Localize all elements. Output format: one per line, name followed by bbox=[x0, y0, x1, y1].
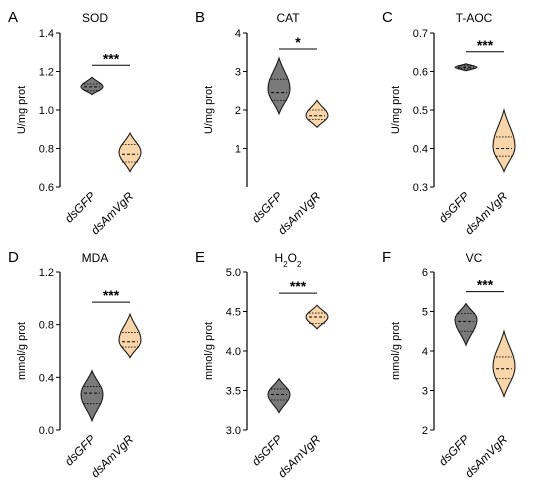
chart-title: SOD bbox=[82, 11, 108, 25]
y-tick-label: 1.2 bbox=[39, 267, 54, 279]
y-tick-label: 4 bbox=[235, 28, 241, 40]
significance-label: *** bbox=[477, 277, 494, 293]
category-label: dsGFP bbox=[62, 432, 98, 468]
panel-letter: E bbox=[195, 249, 205, 266]
y-tick-label: 0.8 bbox=[39, 144, 54, 156]
y-tick-label: 5.0 bbox=[226, 267, 241, 279]
y-tick-label: 1.4 bbox=[39, 28, 54, 40]
y-axis-label: mmol/g prot bbox=[203, 322, 215, 380]
title-subscript: 2 bbox=[283, 260, 288, 269]
y-axis-label: mmol/g prot bbox=[16, 322, 28, 380]
y-tick-label: 0.4 bbox=[39, 372, 54, 384]
title-part: MDA bbox=[82, 251, 109, 265]
significance-label: * bbox=[295, 34, 301, 50]
panel-letter: B bbox=[195, 9, 205, 26]
category-label: dsAmVgR bbox=[462, 189, 510, 237]
y-tick-label: 2 bbox=[422, 425, 428, 437]
category-label: dsAmVgR bbox=[275, 189, 323, 237]
category-label: dsAmVgR bbox=[462, 432, 510, 480]
y-tick-label: 3 bbox=[235, 67, 241, 79]
y-axis-label: U/mg prot bbox=[390, 86, 402, 134]
y-tick-label: 6 bbox=[422, 267, 428, 279]
y-tick-label: 5 bbox=[422, 307, 428, 319]
title-part: VC bbox=[466, 251, 483, 265]
y-tick-label: 0.3 bbox=[413, 182, 428, 194]
panel-letter: A bbox=[8, 9, 18, 26]
category-label: dsGFP bbox=[249, 189, 285, 225]
violin-dsgfp bbox=[80, 76, 104, 96]
y-tick-label: 4.0 bbox=[226, 346, 241, 358]
panel-letter: D bbox=[8, 249, 19, 266]
category-label: dsGFP bbox=[436, 189, 472, 225]
title-part: T-AOC bbox=[456, 11, 493, 25]
violin-dsamvgr bbox=[118, 312, 142, 359]
category-label: dsAmVgR bbox=[275, 432, 323, 480]
panel-c: C T-AOC 0.3 0.4 0.5 0.6 0.7 U/mg prot dsGFPdsAmV… bbox=[382, 9, 516, 237]
y-axis-label: mmol/g prot bbox=[390, 322, 402, 380]
title-part: SOD bbox=[82, 11, 108, 25]
category-label: dsGFP bbox=[249, 432, 285, 468]
violin-dsamvgr bbox=[305, 99, 329, 129]
category-label: dsAmVgR bbox=[88, 432, 136, 480]
category-label: dsGFP bbox=[436, 432, 472, 468]
significance-label: *** bbox=[103, 50, 120, 66]
violin-dsamvgr bbox=[492, 329, 516, 399]
panel-a: A SOD 0.6 0.8 1.0 1.2 1.4 U/mg prot dsGFPdsAmVgR… bbox=[8, 9, 142, 237]
y-tick-label: 1.2 bbox=[39, 67, 54, 79]
chart-title: MDA bbox=[82, 251, 109, 265]
panel-letter: C bbox=[382, 9, 393, 26]
y-tick-label: 0.6 bbox=[413, 67, 428, 79]
y-tick-label: 0.6 bbox=[39, 182, 54, 194]
violin-dsgfp bbox=[454, 302, 478, 347]
significance-label: *** bbox=[290, 278, 307, 294]
violin-dsamvgr bbox=[492, 107, 516, 174]
y-tick-label: 0.7 bbox=[413, 28, 428, 40]
category-label: dsGFP bbox=[62, 189, 98, 225]
y-tick-label: 3 bbox=[422, 386, 428, 398]
chart-title: T-AOC bbox=[456, 11, 493, 25]
title-part: H bbox=[275, 251, 284, 265]
y-tick-label: 2 bbox=[235, 105, 241, 117]
significance-label: *** bbox=[103, 287, 120, 303]
chart-title: VC bbox=[466, 251, 483, 265]
violin-dsgfp bbox=[267, 56, 291, 116]
y-tick-label: 1 bbox=[235, 144, 241, 156]
y-tick-label: 0.5 bbox=[413, 105, 428, 117]
y-tick-label: 4 bbox=[422, 346, 428, 358]
y-tick-label: 0.4 bbox=[413, 144, 428, 156]
y-axis-label: U/mg prot bbox=[203, 86, 215, 134]
title-part: CAT bbox=[276, 11, 300, 25]
y-tick-label: 0.8 bbox=[39, 320, 54, 332]
y-tick-label: 3.5 bbox=[226, 386, 241, 398]
y-tick-label: 1.0 bbox=[39, 105, 54, 117]
significance-label: *** bbox=[477, 37, 494, 53]
y-tick-label: 3.0 bbox=[226, 425, 241, 437]
y-tick-label: 4.5 bbox=[226, 307, 241, 319]
panel-letter: F bbox=[382, 249, 391, 266]
violin-dsgfp bbox=[267, 377, 291, 414]
y-axis-label: U/mg prot bbox=[16, 86, 28, 134]
chart-title: H2O2 bbox=[275, 251, 302, 269]
title-subscript: 2 bbox=[297, 260, 302, 269]
violin-dsgfp bbox=[80, 369, 104, 423]
chart-title: CAT bbox=[276, 11, 300, 25]
violin-dsamvgr bbox=[118, 131, 142, 173]
y-tick-label: 0.0 bbox=[39, 425, 54, 437]
category-label: dsAmVgR bbox=[88, 189, 136, 237]
title-part: O bbox=[288, 251, 297, 265]
